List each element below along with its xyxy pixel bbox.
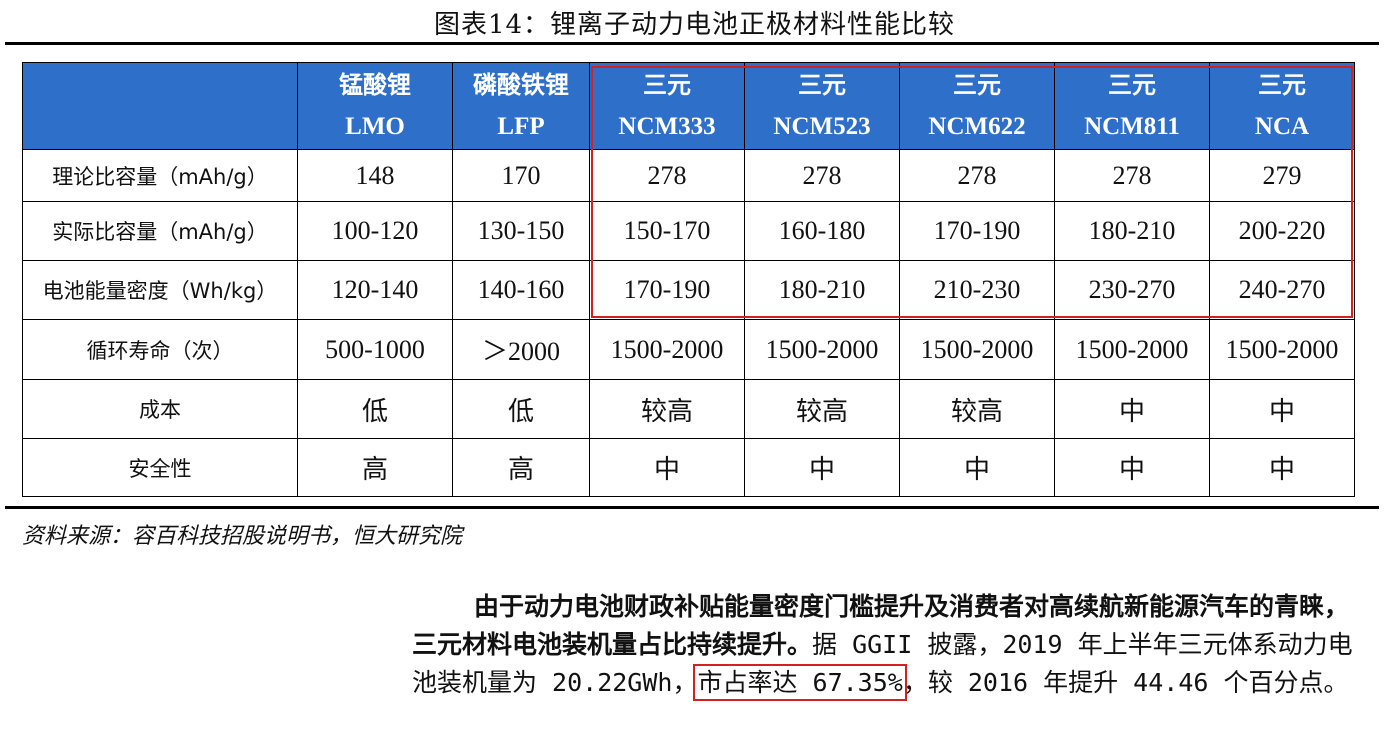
table-cell: 278 [744,149,900,202]
paragraph-text-end: ，较 2016 年提升 44.46 个百分点。 [902,668,1349,697]
col-header-lmo: 锰酸锂 LMO [297,62,453,150]
comparison-table: 锰酸锂 LMO 磷酸铁锂 LFP 三元 NCM333 三元 NCM523 三元 NCM62… [22,62,1355,497]
row-label: 实际比容量（mAh/g） [22,201,298,261]
col-header-nca: 三元 NCA [1209,62,1355,150]
table-cell: 1500-2000 [744,319,900,380]
table-row: 循环寿命（次） 500-1000 ＞2000 1500-2000 1500-20… [22,319,1355,380]
table-cell: 1500-2000 [899,319,1055,380]
table-cell: 200-220 [1209,201,1355,261]
table-cell: 中 [589,438,745,497]
col-header-ncm622: 三元 NCM622 [899,62,1055,150]
paragraph-bold-lead: 由于动力电池财政补贴能量密度门槛提升及消费者对高续航新能源汽车的青睐，三元材料电… [412,592,1350,659]
table-row: 理论比容量（mAh/g） 148 170 278 278 278 278 279 [22,149,1355,202]
row-label: 理论比容量（mAh/g） [22,149,298,202]
row-label: 电池能量密度（Wh/kg） [22,260,298,320]
table-cell: 230-270 [1054,260,1210,320]
table-cell: 140-160 [452,260,590,320]
bottom-rule [5,506,1379,509]
col-header-lfp: 磷酸铁锂 LFP [452,62,590,150]
table-cell: 较高 [899,379,1055,439]
row-label: 成本 [22,379,298,439]
table-cell: 170 [452,149,590,202]
table-row: 安全性 高 高 中 中 中 中 中 [22,438,1355,497]
table-cell: 较高 [744,379,900,439]
table-cell: 中 [1209,379,1355,439]
table-cell: 210-230 [899,260,1055,320]
table-row: 成本 低 低 较高 较高 较高 中 中 [22,379,1355,439]
table-cell: 240-270 [1209,260,1355,320]
table-cell: 120-140 [297,260,453,320]
ncm-highlight-box [591,66,1353,318]
table-cell: 低 [297,379,453,439]
table-cell: 279 [1209,149,1355,202]
table-cell: 中 [1054,379,1210,439]
table-cell: 低 [452,379,590,439]
table-cell: 中 [899,438,1055,497]
figure-title: 图表14：锂离子动力电池正极材料性能比较 [433,10,956,40]
table-cell: 100-120 [297,201,453,261]
col-header-ncm523: 三元 NCM523 [744,62,900,150]
body-paragraph: 由于动力电池财政补贴能量密度门槛提升及消费者对高续航新能源汽车的青睐，三元材料电… [412,588,1362,702]
row-label: 安全性 [22,438,298,497]
table-cell: 500-1000 [297,319,453,380]
table-cell: 中 [1054,438,1210,497]
table-row: 实际比容量（mAh/g） 100-120 130-150 150-170 160… [22,201,1355,261]
table-cell: 中 [744,438,900,497]
table-row: 电池能量密度（Wh/kg） 120-140 140-160 170-190 18… [22,260,1355,320]
paragraph-text: 据 GGII 披露，2019 年上半年三元体系动力电池装机量为 20.22GWh… [412,630,1353,697]
table-cell: 中 [1209,438,1355,497]
market-share-highlight: 市占率达 67.35% [693,664,907,701]
table-cell: 1500-2000 [1209,319,1355,380]
table-cell: 高 [297,438,453,497]
top-rule [5,42,1379,45]
table-cell: ＞2000 [452,319,590,380]
header-row: 锰酸锂 LMO 磷酸铁锂 LFP 三元 NCM333 三元 NCM523 三元 NCM62… [22,62,1355,150]
table-cell: 高 [452,438,590,497]
table-cell: 180-210 [1054,201,1210,261]
header-corner [22,62,298,150]
table-cell: 278 [1054,149,1210,202]
table-cell: 130-150 [452,201,590,261]
col-header-ncm811: 三元 NCM811 [1054,62,1210,150]
table-cell: 较高 [589,379,745,439]
source-note: 资料来源：容百科技招股说明书，恒大研究院 [22,524,463,549]
table-cell: 148 [297,149,453,202]
table-cell: 1500-2000 [589,319,745,380]
table-cell: 160-180 [744,201,900,261]
table-cell: 1500-2000 [1054,319,1210,380]
row-label: 循环寿命（次） [22,319,298,380]
